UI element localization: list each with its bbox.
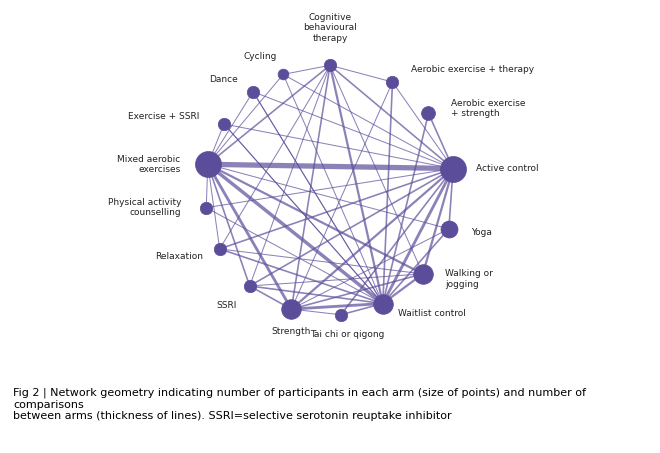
- Point: [387, 78, 398, 86]
- Text: Aerobic exercise
+ strength: Aerobic exercise + strength: [451, 99, 525, 118]
- Text: Waitlist control: Waitlist control: [398, 309, 466, 318]
- Point: [336, 311, 346, 318]
- Text: Mixed aerobic
exercises: Mixed aerobic exercises: [117, 154, 180, 174]
- Point: [214, 246, 225, 253]
- Text: Tai chi or qigong: Tai chi or qigong: [310, 330, 384, 339]
- Point: [378, 300, 388, 307]
- Point: [423, 110, 434, 117]
- Text: Exercise + SSRI: Exercise + SSRI: [127, 112, 199, 121]
- Text: Cycling: Cycling: [244, 53, 277, 62]
- Point: [325, 62, 335, 69]
- Text: Physical activity
counselling: Physical activity counselling: [108, 198, 182, 217]
- Text: Walking or
jogging: Walking or jogging: [446, 269, 493, 289]
- Text: Relaxation: Relaxation: [155, 252, 203, 261]
- Point: [248, 88, 258, 96]
- Point: [201, 204, 212, 211]
- Text: Yoga: Yoga: [471, 228, 492, 237]
- Point: [418, 270, 428, 278]
- Point: [286, 305, 296, 313]
- Point: [444, 225, 454, 232]
- Text: Aerobic exercise + therapy: Aerobic exercise + therapy: [411, 65, 535, 74]
- Text: SSRI: SSRI: [216, 301, 237, 310]
- Text: Dance: Dance: [209, 75, 238, 84]
- Text: Fig 2 | Network geometry indicating number of participants in each arm (size of : Fig 2 | Network geometry indicating numb…: [13, 388, 586, 421]
- Point: [447, 165, 458, 172]
- Point: [244, 282, 255, 289]
- Point: [278, 71, 288, 78]
- Point: [203, 161, 213, 168]
- Text: Strength: Strength: [272, 327, 311, 336]
- Point: [218, 120, 229, 128]
- Text: Active control: Active control: [476, 164, 538, 173]
- Text: Cognitive
behavioural
therapy: Cognitive behavioural therapy: [303, 13, 357, 43]
